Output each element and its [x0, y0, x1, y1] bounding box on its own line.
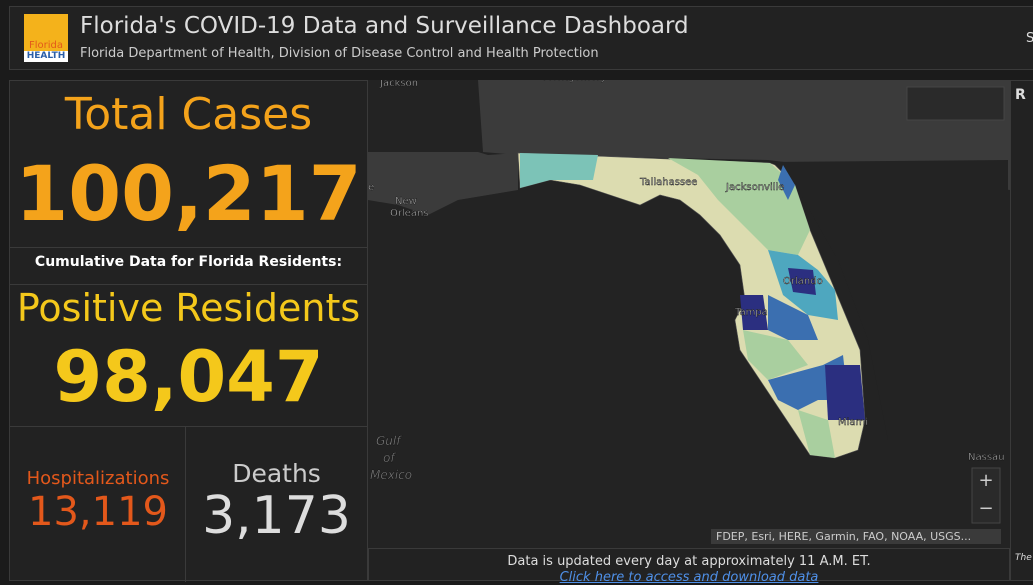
ocean	[768, 160, 1008, 440]
county	[798, 410, 835, 458]
place-label: Jacksonville	[725, 182, 784, 193]
right-panel: R The	[1010, 80, 1033, 581]
county	[743, 330, 808, 380]
logo: Florida HEALTH	[24, 14, 68, 62]
note: Cumulative Data for Florida Residents:	[34, 254, 343, 270]
footer: Data is updated every day at approximate…	[368, 548, 1010, 585]
place-label: Mexico	[370, 468, 412, 482]
title: Florida's COVID-19 Data and Surveillance…	[80, 13, 689, 39]
county	[740, 295, 768, 330]
county	[825, 365, 865, 420]
value: 98,047	[53, 336, 324, 418]
divider	[10, 426, 367, 427]
zoom-out[interactable]: −	[978, 498, 993, 519]
land	[368, 152, 518, 215]
footer-text: Data is updated every day at approximate…	[507, 554, 871, 569]
place-label: Tampa	[734, 307, 768, 318]
label: Hospitalizations	[26, 468, 170, 489]
label: Deaths	[232, 459, 321, 488]
label: Total Cases	[64, 89, 313, 140]
divider	[10, 247, 367, 248]
place-label: Orleans	[390, 208, 429, 219]
header: Florida HEALTH Florida's COVID-19 Data a…	[9, 6, 1033, 70]
attribution-bg	[711, 529, 1001, 544]
subtitle: Florida Department of Health, Division o…	[80, 46, 599, 61]
value: 100,217	[15, 149, 362, 238]
place-label: Orlando	[783, 276, 823, 287]
place-label: Gulf	[376, 434, 402, 448]
county	[788, 268, 816, 295]
place-label: New	[395, 196, 417, 207]
toolbar[interactable]	[906, 86, 1005, 121]
label: Positive Residents	[16, 286, 361, 330]
county	[778, 165, 795, 200]
cut-text: S	[1026, 31, 1033, 46]
value: 3,173	[202, 486, 351, 546]
logo-bottom: HEALTH	[24, 51, 68, 62]
place-label: of	[383, 451, 396, 465]
heading: R	[1015, 87, 1026, 103]
place-label: Montgomery	[543, 80, 606, 83]
logo-top: Florida	[28, 40, 63, 51]
summary-panel: Total Cases 100,217 Cumulative Data for …	[9, 80, 368, 582]
place-label: Tallahassee	[639, 177, 697, 188]
divider	[10, 284, 367, 285]
text: The	[1015, 553, 1032, 563]
place-label: e	[368, 182, 374, 193]
county	[668, 158, 810, 255]
place-label: Miami	[838, 417, 868, 428]
place-label: Jackson	[379, 80, 418, 89]
download-link[interactable]: Click here to access and download data	[559, 570, 819, 585]
divider	[185, 426, 186, 582]
county	[768, 295, 818, 340]
zoom-in[interactable]: +	[978, 470, 993, 491]
county	[520, 153, 598, 188]
value: 13,119	[28, 489, 168, 535]
attribution: FDEP, Esri, HERE, Garmin, FAO, NOAA, USG…	[716, 530, 971, 543]
zoom-control[interactable]	[971, 467, 1001, 524]
place-label: Nassau	[968, 452, 1005, 463]
